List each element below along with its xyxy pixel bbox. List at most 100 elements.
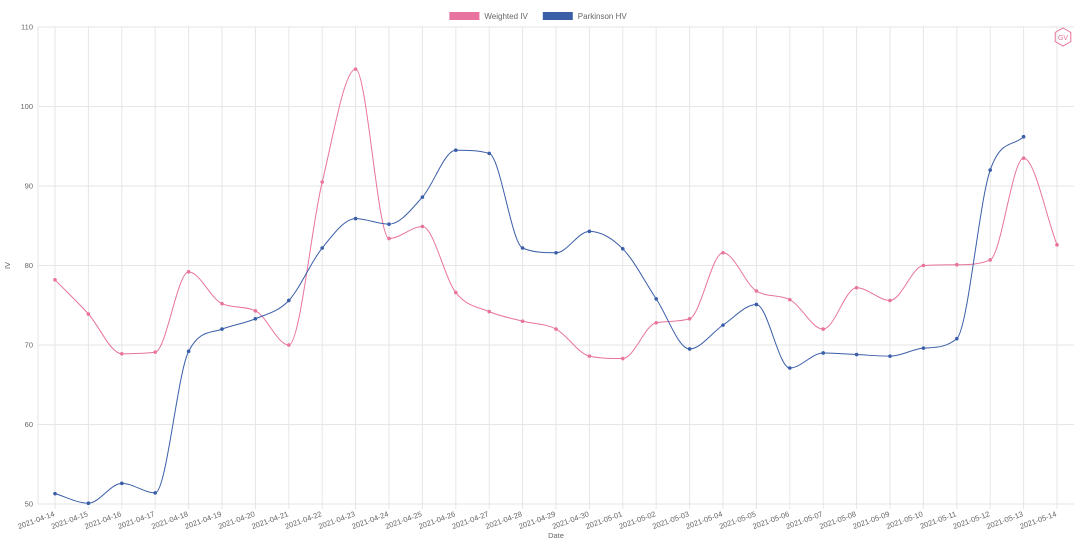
data-point[interactable]	[220, 327, 224, 331]
y-axis-title: IV	[3, 262, 12, 269]
data-point[interactable]	[53, 491, 57, 496]
data-point[interactable]	[287, 298, 291, 303]
data-point[interactable]	[921, 346, 926, 350]
data-point[interactable]	[854, 352, 859, 357]
x-tick-label: 2021-04-14	[17, 509, 56, 531]
data-point[interactable]	[687, 347, 692, 351]
data-point[interactable]	[320, 180, 325, 184]
data-point[interactable]	[554, 250, 558, 255]
data-point[interactable]	[520, 246, 525, 250]
legend-swatch	[542, 12, 573, 20]
y-tick-label: 110	[21, 23, 33, 32]
x-tick-label: 2021-04-21	[250, 509, 289, 531]
data-point[interactable]	[788, 297, 792, 302]
legend[interactable]: Weighted IV Parkinson HV	[449, 12, 627, 21]
x-tick-label: 2021-05-10	[885, 509, 924, 531]
x-tick-label: 2021-04-26	[417, 509, 456, 531]
legend-item[interactable]: Parkinson HV	[542, 12, 628, 21]
data-point[interactable]	[988, 258, 992, 262]
data-point[interactable]	[153, 350, 157, 354]
data-point[interactable]	[153, 491, 157, 495]
x-tick-label: 2021-04-28	[484, 509, 523, 531]
data-point[interactable]	[520, 319, 525, 323]
data-point[interactable]	[253, 309, 258, 313]
data-point[interactable]	[220, 301, 224, 306]
data-point[interactable]	[186, 349, 191, 354]
data-point[interactable]	[186, 270, 191, 274]
data-point[interactable]	[654, 320, 658, 325]
data-point[interactable]	[487, 309, 492, 314]
x-tick-label: 2021-05-05	[718, 509, 757, 531]
x-tick-label: 2021-05-08	[818, 509, 857, 531]
legend-label: Parkinson HV	[578, 12, 628, 21]
data-point[interactable]	[86, 501, 91, 506]
x-tick-label: 2021-05-12	[952, 509, 991, 531]
data-point[interactable]	[754, 302, 759, 307]
data-point[interactable]	[1021, 134, 1026, 139]
y-axis-ticks: 50 60 70 80 90 100 110	[20, 23, 33, 509]
data-point[interactable]	[1021, 156, 1026, 160]
x-tick-label: 2021-04-18	[150, 509, 189, 531]
x-tick-label: 2021-04-30	[551, 509, 590, 531]
x-tick-label: 2021-05-11	[919, 509, 958, 530]
data-point[interactable]	[854, 285, 859, 290]
data-point[interactable]	[353, 216, 358, 221]
data-point[interactable]	[554, 327, 558, 331]
data-point[interactable]	[821, 327, 825, 331]
legend-item[interactable]: Weighted IV	[449, 12, 528, 21]
data-point[interactable]	[1055, 243, 1059, 247]
data-point[interactable]	[487, 151, 492, 156]
data-point[interactable]	[320, 246, 325, 250]
data-point[interactable]	[821, 351, 825, 355]
data-point[interactable]	[353, 67, 358, 71]
x-tick-label: 2021-04-23	[317, 509, 356, 531]
data-point[interactable]	[454, 290, 458, 295]
data-point[interactable]	[420, 224, 425, 229]
data-point[interactable]	[587, 354, 592, 358]
data-point[interactable]	[888, 354, 892, 358]
data-point[interactable]	[721, 250, 725, 255]
data-point[interactable]	[687, 316, 692, 321]
x-tick-label: 2021-05-14	[1019, 509, 1058, 531]
x-tick-label: 2021-05-01	[584, 509, 623, 531]
data-point[interactable]	[420, 195, 425, 199]
series-layer	[53, 67, 1059, 506]
data-point[interactable]	[387, 222, 391, 226]
gv-logo-text: GV	[1058, 35, 1068, 42]
data-point[interactable]	[988, 168, 992, 172]
data-point[interactable]	[754, 289, 759, 293]
series-parkinson-hv	[53, 134, 1026, 506]
data-point[interactable]	[654, 297, 658, 301]
data-point[interactable]	[253, 316, 258, 321]
x-tick-label: 2021-04-22	[284, 509, 323, 531]
series-line	[54, 136, 1024, 504]
data-point[interactable]	[888, 298, 892, 303]
data-point[interactable]	[53, 278, 57, 282]
x-tick-label: 2021-05-06	[751, 509, 790, 531]
data-point[interactable]	[621, 356, 625, 361]
data-point[interactable]	[621, 247, 625, 251]
data-point[interactable]	[587, 229, 592, 234]
x-tick-label: 2021-05-13	[985, 509, 1024, 531]
series-weighted-iv	[53, 67, 1059, 361]
data-point[interactable]	[287, 343, 291, 347]
data-point[interactable]	[120, 481, 124, 486]
data-point[interactable]	[454, 148, 458, 153]
data-point[interactable]	[721, 323, 725, 327]
x-axis-title: Date	[548, 531, 564, 540]
y-tick-label: 50	[25, 500, 33, 509]
x-tick-label: 2021-05-09	[852, 509, 891, 531]
x-tick-label: 2021-04-19	[184, 509, 223, 531]
data-point[interactable]	[921, 263, 926, 268]
data-point[interactable]	[86, 312, 91, 316]
y-tick-label: 90	[25, 182, 33, 191]
data-point[interactable]	[120, 351, 124, 356]
x-tick-label: 2021-05-02	[618, 509, 657, 531]
data-point[interactable]	[788, 366, 792, 370]
data-point[interactable]	[955, 336, 959, 341]
data-point[interactable]	[955, 262, 959, 267]
x-tick-label: 2021-04-16	[83, 509, 122, 531]
data-point[interactable]	[387, 236, 391, 241]
